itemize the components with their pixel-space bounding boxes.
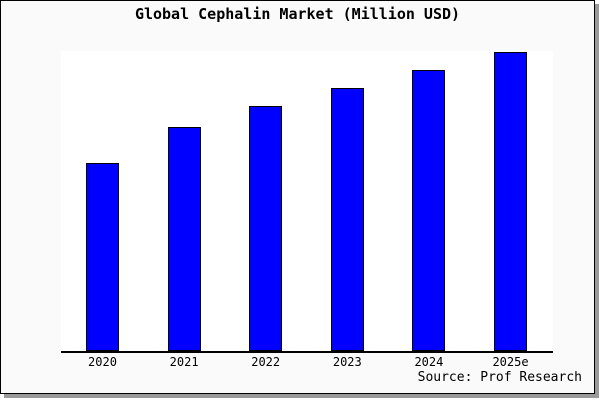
chart-frame: Global Cephalin Market (Million USD) 202… — [0, 0, 595, 394]
plot-area — [61, 51, 553, 353]
bar-2022 — [249, 106, 283, 351]
x-tick-label-2023: 2023 — [332, 355, 362, 369]
x-tick-label-2020: 2020 — [88, 355, 117, 369]
x-tick-label-2022: 2022 — [251, 355, 281, 369]
chart-title: Global Cephalin Market (Million USD) — [134, 5, 461, 23]
bar-2024 — [412, 70, 446, 351]
bar-2020 — [86, 163, 119, 351]
source-credit: Source: Prof Research — [417, 370, 582, 385]
x-tick-label-2021: 2021 — [169, 355, 199, 369]
x-tick-label-2024: 2024 — [414, 355, 444, 369]
bar-2025e — [494, 52, 527, 351]
x-tick-label-2025e: 2025e — [492, 355, 529, 369]
bar-2021 — [167, 127, 201, 351]
bar-2023 — [330, 88, 364, 351]
